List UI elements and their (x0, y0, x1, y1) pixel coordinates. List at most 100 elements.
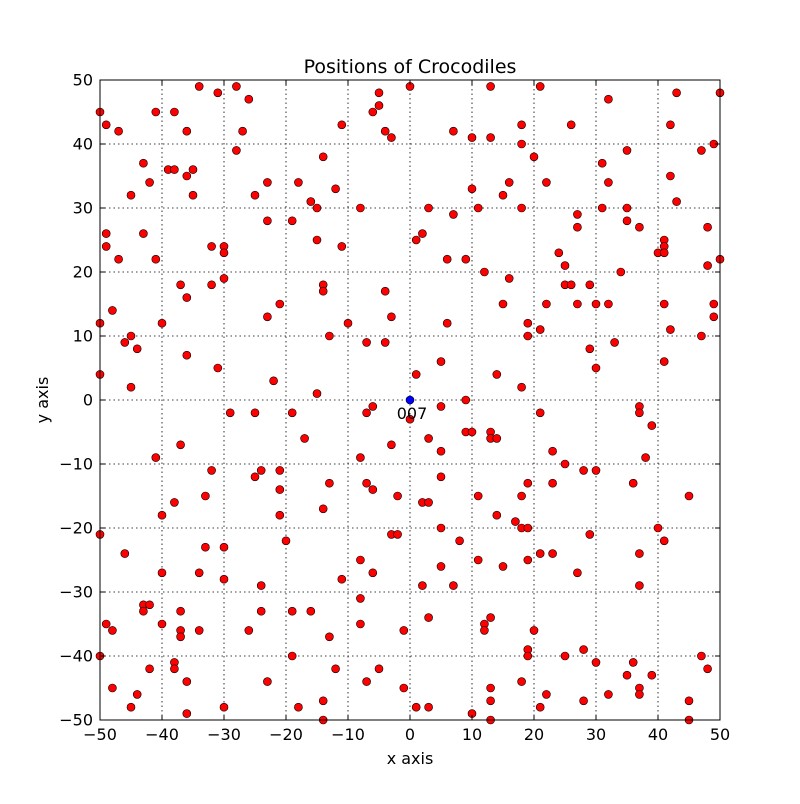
crocodile-point (480, 626, 489, 635)
crocodile-point (101, 120, 111, 130)
crocodile-point (616, 267, 626, 277)
crocodile-point (182, 709, 192, 718)
crocodile-point (207, 242, 216, 251)
crocodile-point (325, 478, 334, 488)
crocodile-point (622, 146, 632, 155)
crocodile-point (591, 466, 601, 475)
crocodile-point (368, 568, 378, 578)
crocodile-point (480, 267, 489, 277)
crocodile-point (405, 414, 415, 424)
crocodile-point (219, 274, 229, 283)
crocodile-point (529, 152, 539, 162)
crocodile-point (343, 318, 353, 328)
crocodile-point (126, 702, 136, 712)
crocodile-point (188, 190, 198, 200)
crocodile-point (573, 222, 582, 232)
crocodile-point (498, 562, 508, 571)
crocodile-point (294, 178, 303, 187)
x-tick-label: 50 (710, 725, 730, 744)
crocodile-point (535, 325, 545, 334)
crocodile-point (275, 466, 285, 475)
crocodile-point (145, 178, 154, 187)
crocodile-point (585, 530, 595, 539)
crocodile-point (287, 216, 297, 226)
crocodile-point (219, 542, 229, 552)
crocodile-point (666, 171, 675, 181)
crocodile-point (535, 82, 545, 91)
crocodile-point (486, 613, 495, 622)
crocodile-point (486, 683, 495, 693)
crocodile-point (213, 88, 223, 98)
crocodile-point (374, 664, 384, 674)
crocodile-point (114, 254, 123, 264)
crocodile-point (132, 690, 142, 699)
crocodile-point (145, 600, 154, 610)
crocodile-point (641, 453, 650, 462)
crocodile-point (188, 165, 198, 174)
crocodile-point (250, 408, 260, 418)
crocodile-point (622, 216, 632, 226)
crocodile-point (697, 146, 706, 155)
crocodile-point (554, 248, 564, 258)
crocodile-point (275, 299, 285, 309)
crocodile-point (597, 158, 607, 168)
crocodile-point (114, 126, 123, 136)
crocodile-point (467, 133, 477, 142)
crocodile-point (424, 203, 433, 213)
crocodile-point (449, 210, 458, 219)
crocodile-point (356, 594, 365, 603)
crocodile-point (436, 446, 446, 456)
crocodile-point (387, 312, 396, 322)
crocodile-point (492, 434, 502, 443)
crocodile-point (591, 299, 601, 309)
crocodile-point (635, 222, 644, 232)
crocodile-point (170, 498, 179, 507)
crocodile-point (387, 133, 396, 142)
crocodile-point (170, 165, 179, 174)
chart-title: Positions of Crocodiles (304, 56, 517, 78)
crocodile-point (517, 139, 526, 149)
crocodile-point (566, 120, 576, 130)
crocodile-point (139, 158, 148, 168)
crocodile-point (455, 536, 464, 546)
crocodile-point (380, 286, 390, 296)
crocodile-point (684, 696, 694, 706)
crocodile-point (312, 235, 322, 245)
crocodile-point (139, 606, 148, 616)
crocodile-point (498, 299, 508, 309)
crocodile-point (579, 466, 588, 475)
crocodile-point (151, 254, 161, 264)
crocodile-point (325, 331, 334, 341)
crocodile-point (170, 107, 179, 117)
crocodile-point (579, 645, 588, 654)
x-tick-label: 20 (524, 725, 544, 744)
crocodile-point (604, 178, 613, 187)
crocodile-point (418, 229, 427, 238)
crocodile-point (436, 357, 446, 366)
crocodile-point (182, 350, 192, 360)
crocodile-point (542, 690, 551, 699)
crocodile-point (498, 190, 508, 200)
crocodile-point (449, 581, 458, 590)
crocodile-point (666, 325, 675, 334)
crocodile-point (473, 203, 483, 213)
x-tick-label: −40 (145, 725, 179, 744)
crocodile-point (411, 702, 421, 712)
crocodile-point (523, 478, 533, 488)
crocodile-point (176, 280, 185, 290)
crocodile-point (449, 126, 458, 136)
crocodile-point (573, 299, 582, 309)
crocodile-point (579, 696, 588, 706)
crocodile-point (256, 466, 266, 475)
crocodile-point (604, 299, 613, 309)
crocodile-point (337, 574, 347, 584)
crocodile-point (157, 568, 167, 578)
crocodile-point (108, 683, 117, 693)
crocodile-point (101, 619, 111, 629)
crocodile-point (659, 357, 669, 366)
crocodile-point (108, 626, 117, 635)
crocodile-point (362, 478, 371, 488)
x-tick-label: 10 (462, 725, 482, 744)
y-tick-label: −40 (59, 647, 93, 666)
crocodile-point (318, 696, 328, 706)
